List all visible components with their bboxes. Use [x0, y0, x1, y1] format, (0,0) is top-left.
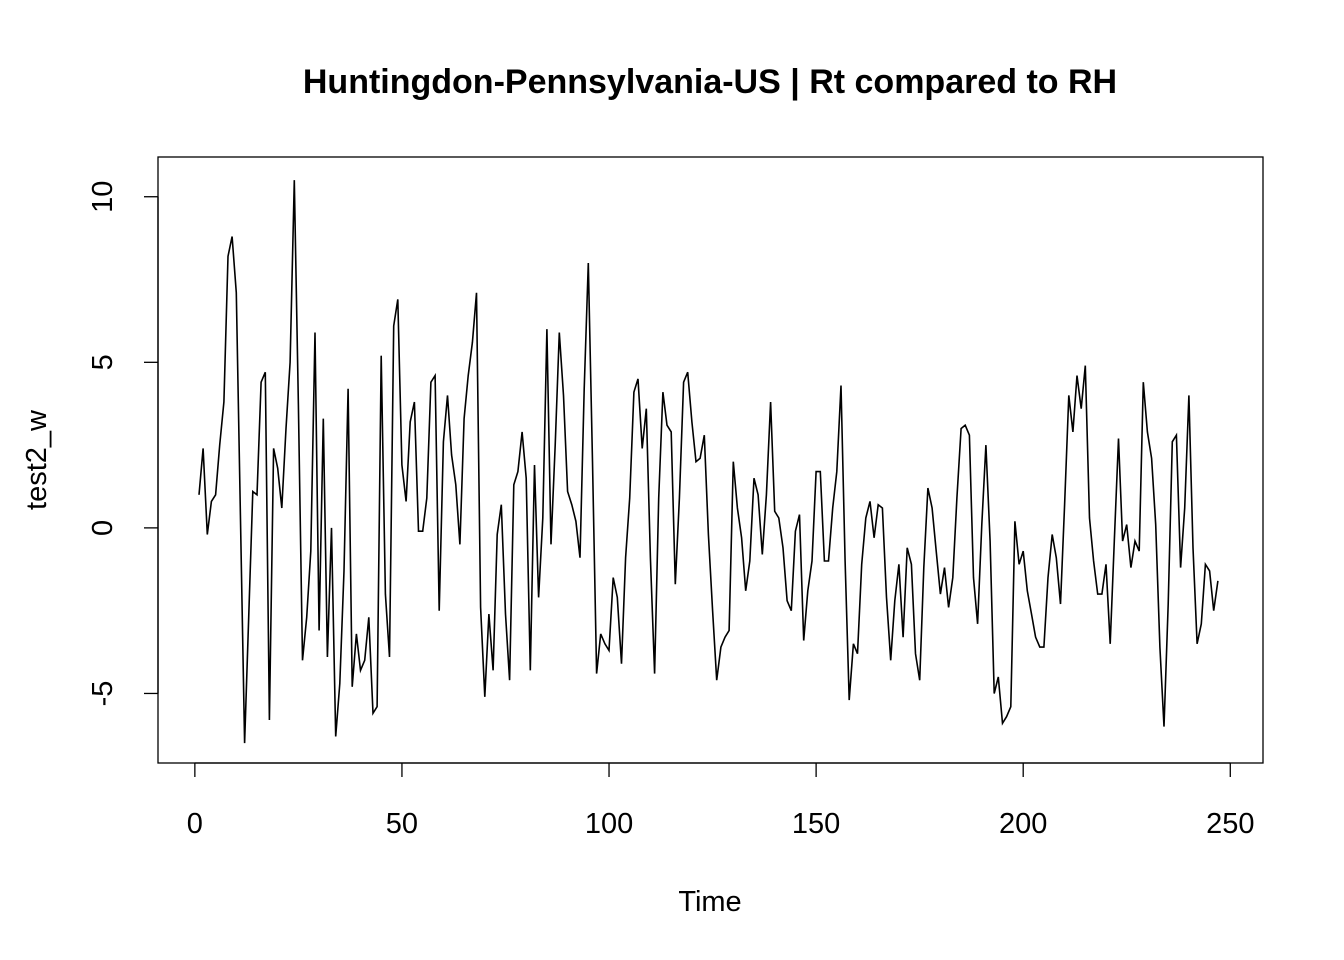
x-tick-label: 200 — [999, 808, 1047, 840]
series-layer — [198, 180, 1219, 744]
x-tick-label: 150 — [792, 808, 840, 840]
y-tick-label: 0 — [87, 520, 119, 536]
y-axis-label: test2_w — [21, 409, 53, 510]
y-axis: -5 0 5 10 — [87, 181, 159, 707]
y-tick-label: 5 — [87, 354, 119, 370]
chart-title: Huntingdon-Pennsylvania-US | Rt compared… — [303, 63, 1117, 101]
x-axis-label: Time — [678, 886, 741, 918]
x-tick-label: 100 — [585, 808, 633, 840]
y-tick-label: 10 — [87, 181, 119, 213]
y-tick-label: -5 — [87, 681, 119, 707]
x-tick-label: 50 — [386, 808, 418, 840]
x-tick-label: 250 — [1206, 808, 1254, 840]
x-axis: 0 50 100 150 200 250 — [187, 762, 1254, 840]
series-line — [198, 180, 1219, 744]
x-tick-label: 0 — [187, 808, 203, 840]
